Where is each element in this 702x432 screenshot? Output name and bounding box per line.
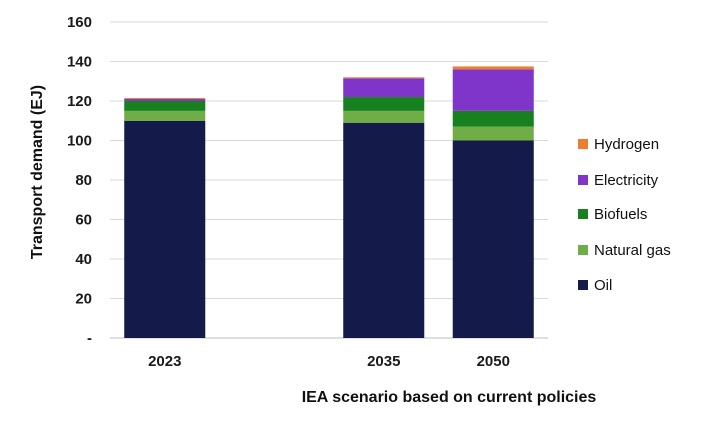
y-tick-label: 160 [67, 14, 92, 31]
x-tick-label: 2050 [477, 353, 510, 370]
legend-label: Oil [594, 277, 612, 294]
bar-electricity-2023 [124, 99, 206, 101]
y-axis-ticks: - 20 40 60 80 100 120 140 160 [67, 14, 92, 347]
legend-label: Hydrogen [594, 136, 659, 153]
legend-swatch-biofuels [578, 209, 588, 219]
bar-oil-2035 [343, 122, 425, 338]
bar-hydrogen-2035 [343, 77, 425, 79]
bar-natural-gas-2035 [343, 110, 425, 123]
bar-hydrogen-2050 [452, 66, 534, 70]
bar-oil-2023 [124, 120, 206, 338]
bars [124, 66, 534, 338]
bar-oil-2050 [452, 140, 534, 338]
y-tick-label: 140 [67, 54, 92, 71]
legend-swatch-hydrogen [578, 139, 588, 149]
y-tick-label: 20 [75, 291, 92, 308]
bar-electricity-2050 [452, 69, 534, 111]
bar-electricity-2035 [343, 78, 425, 98]
y-tick-label: 120 [67, 93, 92, 110]
y-tick-label: 40 [75, 251, 92, 268]
bar-natural-gas-2050 [452, 126, 534, 141]
bar-hydrogen-2023 [124, 98, 206, 100]
legend-swatch-oil [578, 280, 588, 290]
x-axis-title: IEA scenario based on current policies [302, 389, 597, 406]
legend-swatch-electricity [578, 175, 588, 185]
y-tick-label: 60 [75, 212, 92, 229]
y-tick-label: 80 [75, 172, 92, 189]
legend-label: Biofuels [594, 206, 647, 223]
y-tick-label: - [87, 330, 92, 347]
x-tick-label: 2023 [148, 353, 181, 370]
bar-biofuels-2035 [343, 97, 425, 111]
x-axis-ticks: 2023 2035 2050 [148, 353, 510, 370]
legend: Hydrogen Electricity Biofuels Natural gas Oi… [578, 136, 671, 294]
legend-swatch-natural-gas [578, 245, 588, 255]
bar-natural-gas-2023 [124, 110, 206, 121]
y-axis-title: Transport demand (EJ) [29, 85, 46, 259]
bar-biofuels-2050 [452, 110, 534, 127]
legend-label: Natural gas [594, 242, 671, 259]
x-tick-label: 2035 [367, 353, 400, 370]
y-tick-label: 100 [67, 133, 92, 150]
legend-label: Electricity [594, 172, 659, 189]
bar-biofuels-2023 [124, 101, 206, 111]
